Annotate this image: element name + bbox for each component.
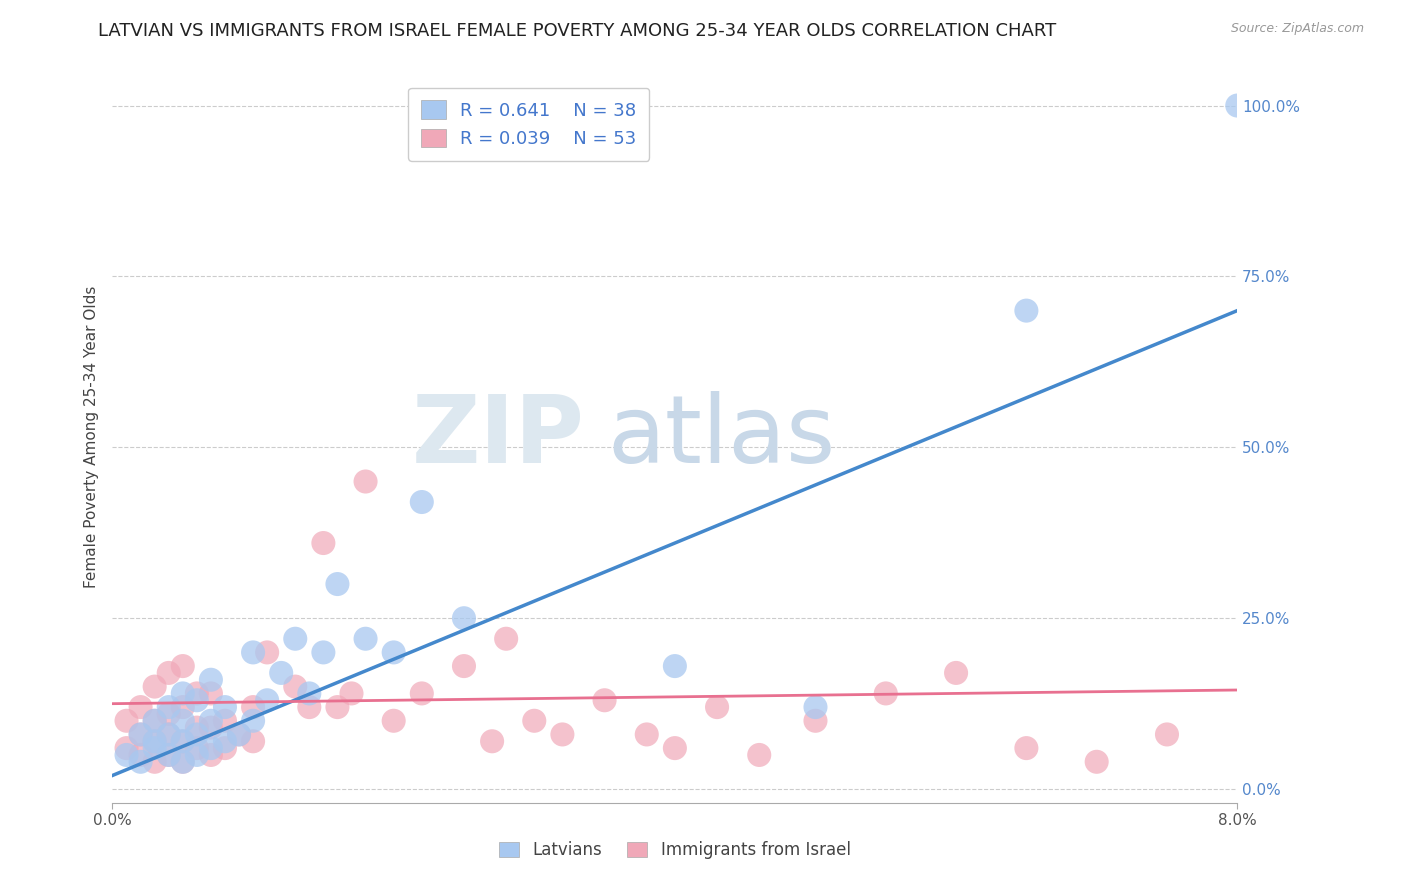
Point (284, 632, 307, 646)
Point (298, 686, 321, 700)
Text: ZIP: ZIP (412, 391, 585, 483)
Point (706, 700, 728, 714)
Point (636, 727, 658, 741)
Point (186, 686, 208, 700)
Point (340, 686, 363, 700)
Point (453, 659, 475, 673)
Point (200, 714, 222, 728)
Point (1226, 98, 1249, 112)
Point (495, 632, 517, 646)
Point (411, 686, 433, 700)
Point (200, 673, 222, 687)
Point (804, 714, 827, 728)
Point (354, 475, 377, 489)
Point (664, 741, 686, 756)
Point (157, 727, 180, 741)
Point (129, 747, 152, 762)
Point (804, 700, 827, 714)
Point (143, 714, 166, 728)
Point (214, 700, 236, 714)
Point (143, 714, 166, 728)
Point (242, 714, 264, 728)
Point (129, 700, 152, 714)
Point (157, 706, 180, 721)
Point (382, 714, 405, 728)
Point (242, 734, 264, 748)
Point (186, 693, 208, 707)
Point (312, 536, 335, 550)
Point (593, 693, 616, 707)
Point (115, 714, 138, 728)
Point (214, 714, 236, 728)
Legend: Latvians, Immigrants from Israel: Latvians, Immigrants from Israel (491, 833, 859, 868)
Point (172, 659, 194, 673)
Point (326, 577, 349, 591)
Point (481, 734, 503, 748)
Point (186, 727, 208, 741)
Point (1156, 727, 1178, 741)
Point (298, 700, 321, 714)
Point (143, 734, 166, 748)
Point (228, 727, 250, 741)
Point (157, 747, 180, 762)
Point (172, 686, 194, 700)
Point (143, 680, 166, 694)
Point (172, 734, 194, 748)
Point (411, 495, 433, 509)
Point (200, 747, 222, 762)
Point (551, 727, 574, 741)
Point (875, 686, 897, 700)
Point (284, 680, 307, 694)
Point (129, 727, 152, 741)
Point (228, 727, 250, 741)
Point (157, 700, 180, 714)
Point (172, 734, 194, 748)
Point (242, 700, 264, 714)
Text: atlas: atlas (607, 391, 835, 483)
Point (664, 659, 686, 673)
Text: LATVIAN VS IMMIGRANTS FROM ISRAEL FEMALE POVERTY AMONG 25-34 YEAR OLDS CORRELATI: LATVIAN VS IMMIGRANTS FROM ISRAEL FEMALE… (98, 22, 1057, 40)
Point (382, 645, 405, 659)
Point (523, 714, 546, 728)
Point (172, 755, 194, 769)
Point (143, 734, 166, 748)
Point (186, 721, 208, 735)
Point (945, 665, 967, 680)
Point (186, 741, 208, 756)
Point (200, 686, 222, 700)
Point (157, 747, 180, 762)
Point (256, 693, 278, 707)
Text: Source: ZipAtlas.com: Source: ZipAtlas.com (1230, 22, 1364, 36)
Point (1015, 303, 1038, 318)
Point (256, 645, 278, 659)
Point (129, 727, 152, 741)
Point (748, 747, 770, 762)
Point (186, 747, 208, 762)
Point (326, 700, 349, 714)
Point (172, 755, 194, 769)
Point (214, 741, 236, 756)
Point (115, 741, 138, 756)
Point (200, 721, 222, 735)
Y-axis label: Female Poverty Among 25-34 Year Olds: Female Poverty Among 25-34 Year Olds (83, 286, 98, 588)
Point (270, 665, 292, 680)
Point (157, 665, 180, 680)
Point (1085, 755, 1108, 769)
Point (172, 700, 194, 714)
Point (143, 755, 166, 769)
Point (354, 632, 377, 646)
Point (172, 714, 194, 728)
Point (143, 741, 166, 756)
Point (312, 645, 335, 659)
Point (1015, 741, 1038, 756)
Point (157, 727, 180, 741)
Point (453, 611, 475, 625)
Point (200, 741, 222, 756)
Point (242, 645, 264, 659)
Point (214, 734, 236, 748)
Point (129, 755, 152, 769)
Point (115, 747, 138, 762)
